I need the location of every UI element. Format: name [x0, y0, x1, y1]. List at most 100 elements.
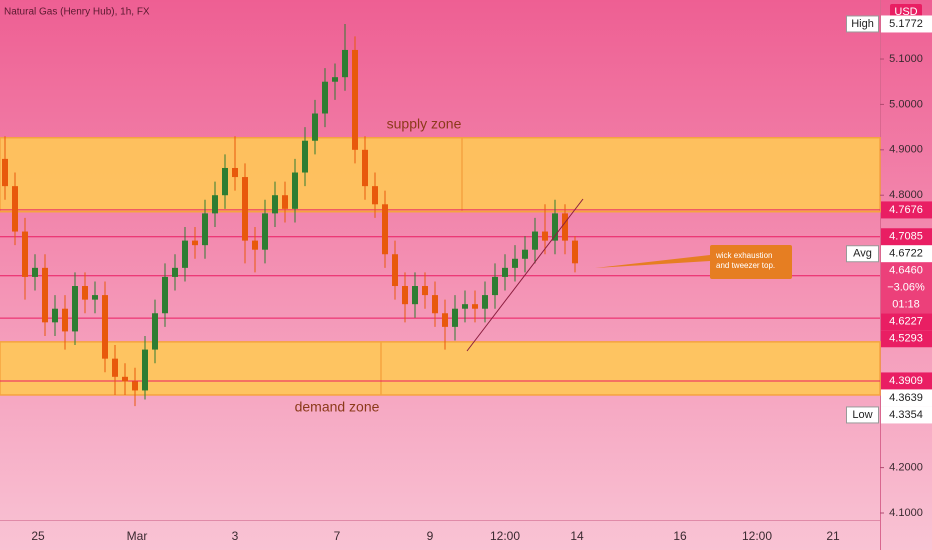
candle-body	[562, 213, 568, 241]
price-label-bg	[881, 245, 932, 263]
marker-tag: Avg	[853, 248, 872, 260]
price-label: 4.3639	[889, 392, 923, 404]
price-label-bg	[881, 372, 932, 390]
candle-body	[52, 308, 58, 323]
price-label: 4.3909	[889, 375, 923, 387]
candle-body	[372, 186, 378, 205]
candle-body	[212, 195, 218, 214]
candle-body	[252, 240, 258, 250]
candle-body	[542, 231, 548, 241]
price-label: −3.06%	[887, 282, 925, 294]
candle-body	[202, 213, 208, 246]
candle-body	[232, 167, 238, 178]
price-label: 4.6460	[889, 265, 923, 277]
candle-body	[492, 276, 498, 296]
candle-body	[272, 195, 278, 214]
y-tick-label: 5.0000	[889, 98, 923, 110]
candle-body	[482, 295, 488, 309]
candle-body	[312, 113, 318, 141]
marker-tag-bg	[846, 406, 879, 424]
price-label: 4.6722	[889, 248, 923, 260]
callout-pointer	[595, 255, 710, 268]
candle-body	[512, 258, 518, 268]
candle-body	[222, 167, 228, 196]
candle-body	[282, 195, 288, 209]
candle-body	[412, 286, 418, 305]
y-tick-label: 4.9000	[889, 144, 923, 156]
candle-body	[552, 213, 558, 241]
price-label-bg	[881, 228, 932, 246]
x-tick-label: 12:00	[490, 529, 520, 543]
x-tick-label: 21	[826, 529, 840, 543]
candle-body	[182, 240, 188, 268]
candle-body	[322, 81, 328, 114]
x-tick-label: 3	[232, 529, 239, 543]
candle-body	[42, 267, 48, 323]
y-tick-label: 4.2000	[889, 462, 923, 474]
candle-body	[332, 77, 338, 82]
candle-body	[32, 267, 38, 277]
candle-body	[522, 249, 528, 259]
annotation: wick exhaustion and tweezer top.	[710, 245, 792, 279]
candle-body	[352, 49, 358, 150]
price-label-bg	[881, 262, 932, 314]
price-label-bg	[881, 330, 932, 348]
candle-body	[292, 172, 298, 209]
candle-body	[342, 49, 348, 78]
candle-body	[572, 240, 578, 264]
price-label: 4.3354	[889, 409, 923, 421]
y-tick-label: 4.8000	[889, 189, 923, 201]
x-tick-label: 16	[673, 529, 687, 543]
candle-body	[302, 140, 308, 173]
candle-body	[192, 240, 198, 246]
trend-line	[466, 198, 584, 352]
candle-body	[112, 358, 118, 377]
x-tick-label: Mar	[127, 529, 148, 543]
candle-body	[422, 286, 428, 296]
candle-body	[172, 267, 178, 277]
candle-body	[82, 286, 88, 300]
candle-body	[502, 267, 508, 277]
candle-body	[12, 186, 18, 232]
candle-body	[432, 295, 438, 314]
marker-tag: Low	[852, 409, 872, 421]
chart-title: Natural Gas (Henry Hub), 1h, FX	[4, 7, 150, 18]
price-label: 5.1772	[889, 18, 923, 30]
candle-body	[72, 286, 78, 332]
candle-body	[142, 349, 148, 391]
candle-body	[152, 313, 158, 350]
candle-body	[242, 177, 248, 241]
candle-body	[162, 276, 168, 314]
x-tick-label: 9	[427, 529, 434, 543]
currency[interactable]: USD	[894, 6, 917, 18]
x-tick-label: 12:00	[742, 529, 772, 543]
price-label: 4.7676	[889, 204, 923, 216]
price-label: 4.6227	[889, 316, 923, 328]
candle-body	[262, 213, 268, 250]
candle-body	[102, 295, 108, 359]
y-tick-label: 4.1000	[889, 507, 923, 519]
zone-label: supply zone	[387, 115, 462, 131]
x-tick-label: 14	[570, 529, 584, 543]
price-label: 01:18	[892, 299, 920, 311]
price-label-bg	[881, 201, 932, 219]
candle-body	[452, 308, 458, 327]
candle-body	[122, 376, 128, 382]
candle-body	[382, 204, 388, 255]
candle-body	[392, 254, 398, 287]
price-label-bg	[881, 406, 932, 424]
zone-label: demand zone	[295, 399, 380, 415]
x-tick-label: 7	[334, 529, 341, 543]
marker-tag-bg	[846, 245, 879, 263]
marker-tag-bg	[846, 15, 879, 33]
price-label-bg	[881, 15, 932, 33]
zone	[0, 136, 881, 213]
candle-body	[62, 308, 68, 332]
candle-body	[92, 295, 98, 300]
candle-body	[132, 381, 138, 391]
candle-body	[532, 231, 538, 250]
candle-body	[442, 313, 448, 327]
candle-body	[2, 158, 8, 187]
